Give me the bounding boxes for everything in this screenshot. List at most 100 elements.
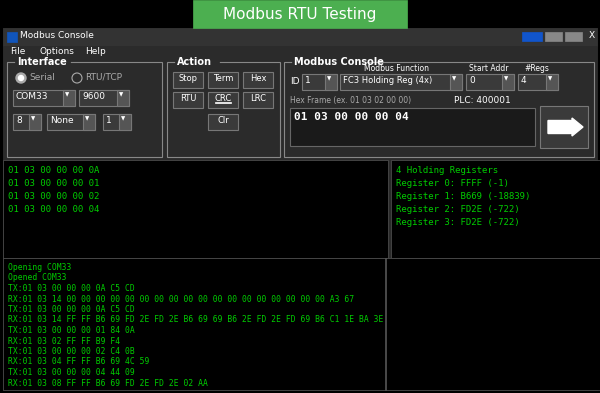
Text: PLC: 400001: PLC: 400001 [454, 96, 511, 105]
Text: 01 03 00 00 00 0A: 01 03 00 00 00 0A [8, 166, 100, 175]
Text: Serial: Serial [29, 73, 55, 82]
Bar [167, 62, 280, 157]
Text: ▼: ▼ [121, 116, 125, 121]
Text: CRC: CRC [214, 94, 232, 103]
Bar [284, 62, 594, 157]
Text: Interface: Interface [17, 57, 67, 67]
Bar [208, 114, 238, 130]
Bar [565, 32, 582, 41]
Bar [13, 114, 41, 130]
Bar [7, 62, 162, 157]
Bar [385, 258, 386, 390]
Text: #Regs: #Regs [524, 64, 549, 73]
Text: TX:01 03 00 00 00 0A C5 CD: TX:01 03 00 00 00 0A C5 CD [8, 305, 135, 314]
Text: 4: 4 [521, 76, 527, 85]
Text: None: None [50, 116, 74, 125]
Text: 1: 1 [106, 116, 112, 125]
Text: Register 0: FFFF (-1): Register 0: FFFF (-1) [396, 179, 509, 188]
Text: Modbus Function: Modbus Function [364, 64, 429, 73]
Text: 8: 8 [16, 116, 22, 125]
Text: 1: 1 [305, 76, 311, 85]
Circle shape [16, 73, 26, 83]
Text: Help: Help [85, 47, 106, 56]
Text: Start Addr: Start Addr [469, 64, 509, 73]
Bar [215, 102, 231, 103]
Bar [325, 74, 337, 90]
Text: 01 03 00 00 00 02: 01 03 00 00 00 02 [8, 192, 100, 201]
Text: RX:01 03 04 FF FF B6 69 4C 59: RX:01 03 04 FF FF B6 69 4C 59 [8, 358, 149, 367]
Text: Opened COM33: Opened COM33 [8, 274, 67, 283]
Bar [15, 58, 70, 67]
Bar [13, 90, 75, 106]
Text: Stop: Stop [179, 74, 197, 83]
Bar [302, 74, 337, 90]
Text: ▼: ▼ [85, 116, 89, 121]
Text: 0: 0 [469, 76, 475, 85]
Text: ID: ID [290, 77, 299, 86]
Bar [3, 46, 597, 60]
Bar [103, 114, 131, 130]
Bar [63, 90, 75, 106]
Text: TX:01 03 00 00 00 0A C5 CD: TX:01 03 00 00 00 0A C5 CD [8, 284, 135, 293]
Text: RTU/TCP: RTU/TCP [85, 73, 122, 82]
Text: File: File [10, 47, 25, 56]
Bar [3, 60, 597, 160]
Bar [3, 258, 600, 390]
Bar [173, 92, 203, 108]
Text: ▼: ▼ [65, 92, 69, 97]
Text: Hex: Hex [250, 74, 266, 83]
Text: X: X [589, 31, 595, 40]
Text: Term: Term [213, 74, 233, 83]
Text: ▼: ▼ [31, 116, 35, 121]
Text: 01 03 00 00 00 04: 01 03 00 00 00 04 [8, 205, 100, 214]
Text: FC3 Holding Reg (4x): FC3 Holding Reg (4x) [343, 76, 432, 85]
Text: Action: Action [177, 57, 212, 67]
Circle shape [19, 75, 23, 81]
Text: COM33: COM33 [16, 92, 49, 101]
Text: ▼: ▼ [548, 77, 552, 81]
FancyArrow shape [548, 118, 583, 136]
Text: Options: Options [40, 47, 75, 56]
Text: RX:01 03 14 00 00 00 00 00 00 00 00 00 00 00 00 00 00 00 00 00 00 A3 67: RX:01 03 14 00 00 00 00 00 00 00 00 00 0… [8, 294, 354, 303]
Text: ▼: ▼ [119, 92, 123, 97]
Bar [29, 114, 41, 130]
Bar [540, 106, 588, 148]
Text: ▼: ▼ [452, 77, 456, 81]
Text: Opening COM33: Opening COM33 [8, 263, 71, 272]
Bar [47, 114, 95, 130]
Text: ▼: ▼ [327, 77, 331, 81]
Bar [79, 90, 129, 106]
Text: 4 Holding Registers: 4 Holding Registers [396, 166, 498, 175]
Text: Modbus Console: Modbus Console [20, 31, 94, 40]
Text: RX:01 03 02 FF FF B9 F4: RX:01 03 02 FF FF B9 F4 [8, 336, 120, 345]
Text: TX:01 03 00 00 00 02 C4 0B: TX:01 03 00 00 00 02 C4 0B [8, 347, 135, 356]
Text: Register 1: B669 (-18839): Register 1: B669 (-18839) [396, 192, 530, 201]
Text: RX:01 03 14 FF FF B6 69 FD 2E FD 2E B6 69 69 B6 2E FD 2E FD 69 B6 C1 1E BA 3E: RX:01 03 14 FF FF B6 69 FD 2E FD 2E B6 6… [8, 316, 383, 325]
Bar [518, 74, 558, 90]
Bar [117, 90, 129, 106]
Bar [243, 92, 273, 108]
Text: ▼: ▼ [504, 77, 508, 81]
Text: TX:01 03 00 00 00 01 84 0A: TX:01 03 00 00 00 01 84 0A [8, 326, 135, 335]
Bar [3, 160, 388, 258]
Text: 9600: 9600 [82, 92, 105, 101]
Bar [502, 74, 514, 90]
Bar [391, 160, 600, 258]
Bar [83, 114, 95, 130]
Bar [119, 114, 131, 130]
Text: Hex Frame (ex. 01 03 02 00 00): Hex Frame (ex. 01 03 02 00 00) [290, 96, 411, 105]
Bar [208, 72, 238, 88]
Bar [450, 74, 462, 90]
Text: Clr: Clr [217, 116, 229, 125]
Bar [173, 72, 203, 88]
Text: RTU: RTU [180, 94, 196, 103]
Bar [522, 32, 542, 41]
Bar [193, 0, 407, 28]
Text: TX:01 03 00 00 00 04 44 09: TX:01 03 00 00 00 04 44 09 [8, 368, 135, 377]
Bar [546, 74, 558, 90]
Bar [243, 72, 273, 88]
Bar [340, 74, 462, 90]
Bar [3, 28, 597, 46]
Text: Modbus Console: Modbus Console [294, 57, 384, 67]
Bar [466, 74, 514, 90]
